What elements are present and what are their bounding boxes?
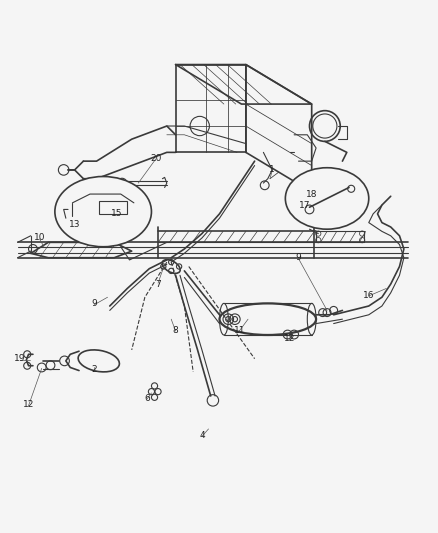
- Text: 12: 12: [23, 400, 34, 409]
- Text: 15: 15: [110, 209, 122, 219]
- Text: 10: 10: [34, 233, 45, 243]
- Text: 12: 12: [283, 334, 295, 343]
- Text: 7: 7: [155, 280, 161, 288]
- Text: 11: 11: [233, 326, 244, 335]
- Text: 18: 18: [305, 190, 317, 199]
- Text: 4: 4: [199, 431, 204, 440]
- Text: 20: 20: [150, 155, 161, 164]
- Text: 19: 19: [14, 354, 25, 363]
- Text: 8: 8: [172, 326, 178, 335]
- Bar: [99, 200, 127, 214]
- Text: 16: 16: [362, 290, 374, 300]
- Text: 6: 6: [144, 394, 150, 403]
- Text: 13: 13: [69, 220, 80, 229]
- Text: 9: 9: [91, 300, 97, 308]
- Text: 9: 9: [295, 253, 301, 262]
- Ellipse shape: [285, 168, 368, 229]
- Ellipse shape: [55, 176, 151, 247]
- Text: 1: 1: [268, 165, 275, 174]
- Text: 2: 2: [92, 365, 97, 374]
- Text: 17: 17: [299, 201, 310, 211]
